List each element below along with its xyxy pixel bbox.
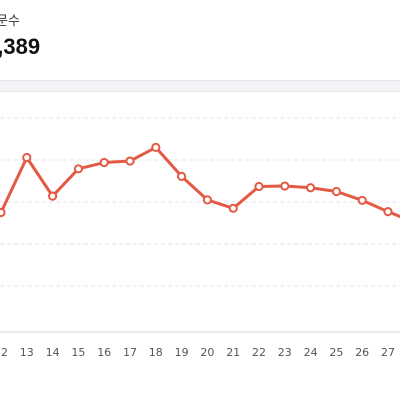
data-point[interactable] [0,207,6,218]
x-axis-ticks: 12 13 14 15 16 17 18 19 20 21 22 23 24 25 26 27 [0,346,395,359]
x-tick-label: 16 [97,346,111,359]
series-line [0,145,400,219]
metric-header: 문수 2,389 [0,0,400,80]
x-tick-label: 26 [355,346,369,359]
metric-label: 문수 [0,14,20,29]
data-point[interactable] [280,181,290,191]
data-point[interactable] [202,195,212,205]
x-tick-label: 25 [329,346,343,359]
data-point[interactable] [331,186,341,197]
data-point[interactable] [383,207,393,217]
x-tick-label: 20 [200,346,214,359]
x-tick-label: 18 [149,346,163,359]
series [0,142,400,219]
x-tick-label: 14 [46,346,60,359]
x-tick-label: 17 [123,346,137,359]
data-point[interactable] [99,157,109,168]
grid-lines [0,117,400,333]
data-point[interactable] [254,181,264,192]
data-point[interactable] [73,164,84,174]
data-point[interactable] [22,152,32,163]
data-point[interactable] [48,191,58,201]
data-point[interactable] [306,183,316,193]
x-tick-label: 12 [0,346,8,359]
x-tick-label: 23 [278,346,292,359]
x-tick-label: 24 [304,346,318,359]
x-tick-label: 21 [226,346,240,359]
x-tick-label: 19 [175,346,189,359]
section-divider [0,80,400,92]
metric-value: 2,389 [0,34,41,59]
data-point[interactable] [357,195,367,205]
x-tick-label: 27 [381,346,395,359]
x-tick-label: 22 [252,346,266,359]
data-point[interactable] [151,142,161,152]
data-point[interactable] [177,171,187,181]
data-point[interactable] [125,156,135,166]
x-tick-label: 15 [71,346,85,359]
data-point[interactable] [228,203,238,213]
x-tick-label: 13 [20,346,34,359]
